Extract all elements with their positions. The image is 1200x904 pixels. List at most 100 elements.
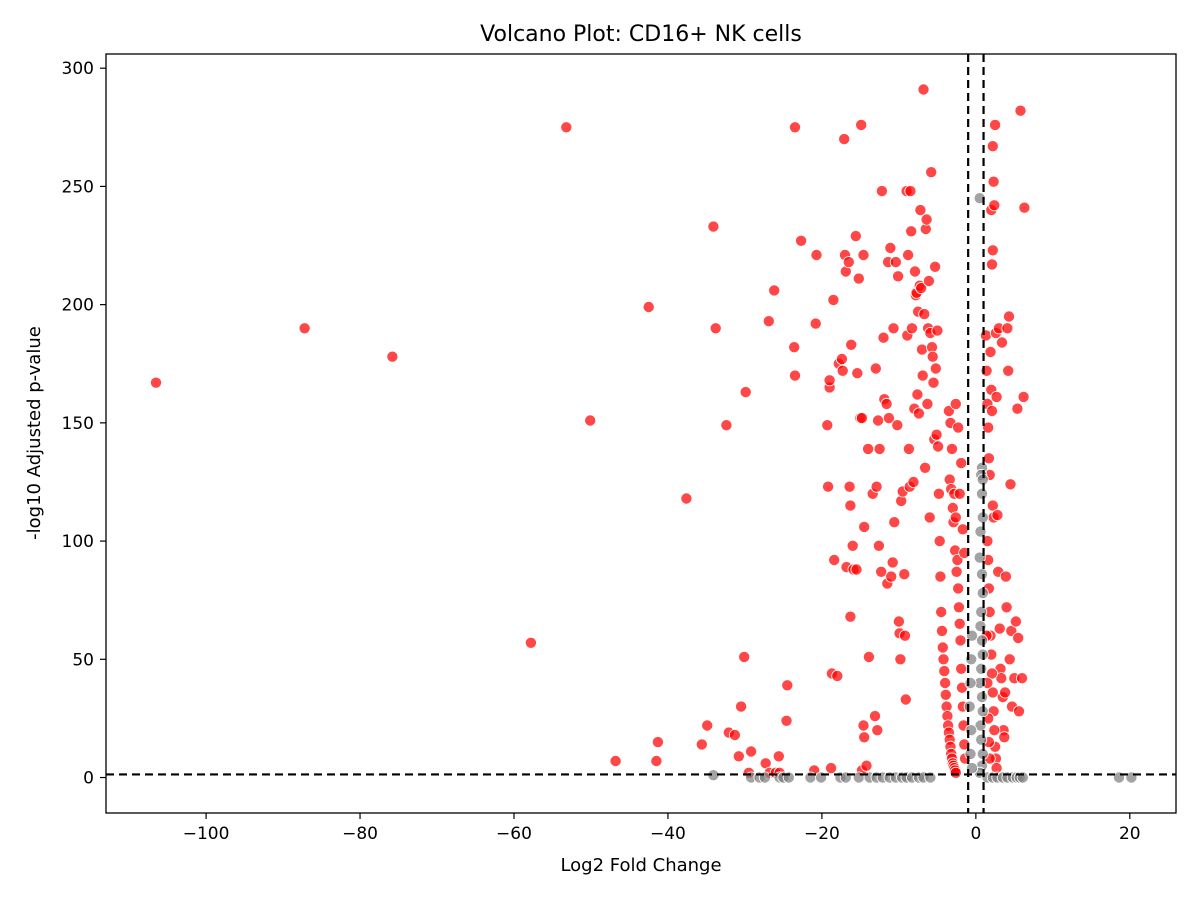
data-point xyxy=(929,260,942,273)
data-point xyxy=(975,662,988,675)
data-point xyxy=(892,270,905,283)
data-point xyxy=(828,554,841,567)
y-tick-label: 150 xyxy=(62,414,94,434)
data-point xyxy=(1017,390,1030,403)
data-point xyxy=(1002,364,1015,377)
data-point xyxy=(964,747,977,760)
data-point xyxy=(907,475,920,488)
data-point xyxy=(788,341,801,354)
data-point xyxy=(857,248,870,261)
data-point xyxy=(956,523,969,536)
data-point xyxy=(923,511,936,524)
data-point xyxy=(609,755,622,768)
data-point xyxy=(991,509,1004,522)
data-point xyxy=(880,397,893,410)
data-point xyxy=(939,677,952,690)
data-point xyxy=(891,419,904,432)
data-point xyxy=(888,516,901,529)
data-point xyxy=(894,653,907,666)
data-point xyxy=(925,166,938,179)
data-point xyxy=(989,118,1002,131)
data-point xyxy=(810,248,823,261)
data-point xyxy=(902,442,915,455)
data-point xyxy=(993,622,1006,635)
data-point xyxy=(921,397,934,410)
data-point xyxy=(857,719,870,732)
data-point xyxy=(987,175,1000,188)
x-axis: −100 −80 −60 −40 −20 0 20 xyxy=(183,813,1141,844)
data-point xyxy=(932,440,945,453)
data-point xyxy=(560,121,573,134)
data-point xyxy=(916,369,929,382)
x-axis-label: Log2 Fold Change xyxy=(560,855,721,876)
data-point xyxy=(953,617,966,630)
data-point xyxy=(975,606,988,619)
chart-title: Volcano Plot: CD16+ NK cells xyxy=(480,22,802,47)
y-tick-label: 200 xyxy=(62,296,94,316)
data-point xyxy=(831,669,844,682)
data-point xyxy=(986,404,999,417)
data-point xyxy=(1003,310,1016,323)
data-point xyxy=(918,308,931,321)
data-point xyxy=(149,376,162,389)
data-point xyxy=(920,213,933,226)
data-point xyxy=(887,322,900,335)
data-point xyxy=(852,272,865,285)
data-point xyxy=(1003,653,1016,666)
data-point xyxy=(892,615,905,628)
data-point xyxy=(930,428,943,441)
data-point xyxy=(964,677,977,690)
data-point xyxy=(999,686,1012,699)
data-point xyxy=(976,568,989,581)
data-point xyxy=(988,724,1001,737)
data-point xyxy=(929,362,942,375)
data-point xyxy=(846,539,859,552)
x-tick-label: −40 xyxy=(650,824,686,844)
data-point xyxy=(898,568,911,581)
data-point xyxy=(739,386,752,399)
data-point xyxy=(902,248,915,261)
data-point xyxy=(680,492,693,505)
data-point xyxy=(952,421,965,434)
data-point xyxy=(1001,322,1014,335)
data-point xyxy=(899,629,912,642)
data-point xyxy=(735,700,748,713)
data-point xyxy=(642,300,655,313)
data-point xyxy=(875,185,888,198)
x-tick-label: −100 xyxy=(183,824,230,844)
data-point xyxy=(838,133,851,146)
data-point xyxy=(695,738,708,751)
data-point xyxy=(996,336,1009,349)
data-point xyxy=(986,244,999,257)
data-point xyxy=(909,265,922,278)
data-point xyxy=(651,736,664,749)
data-point xyxy=(745,745,758,758)
y-tick-label: 300 xyxy=(62,59,94,79)
data-point xyxy=(937,653,950,666)
data-point xyxy=(885,570,898,583)
data-point xyxy=(917,83,930,96)
data-point xyxy=(916,343,929,356)
data-point xyxy=(827,293,840,306)
data-point xyxy=(949,397,962,410)
data-point xyxy=(950,565,963,578)
data-point xyxy=(809,317,822,330)
data-point xyxy=(939,688,952,701)
data-point xyxy=(720,419,733,432)
data-point xyxy=(843,480,856,493)
data-point xyxy=(912,407,925,420)
data-point xyxy=(795,234,808,247)
data-point xyxy=(850,563,863,576)
data-point xyxy=(858,731,871,744)
data-point xyxy=(905,225,918,238)
data-point xyxy=(844,499,857,512)
data-point xyxy=(875,565,888,578)
data-point xyxy=(914,204,927,217)
data-point xyxy=(877,331,890,344)
data-point xyxy=(990,390,1003,403)
x-tick-label: −20 xyxy=(804,824,840,844)
data-point xyxy=(835,352,848,365)
data-point xyxy=(780,714,793,727)
data-point xyxy=(952,601,965,614)
